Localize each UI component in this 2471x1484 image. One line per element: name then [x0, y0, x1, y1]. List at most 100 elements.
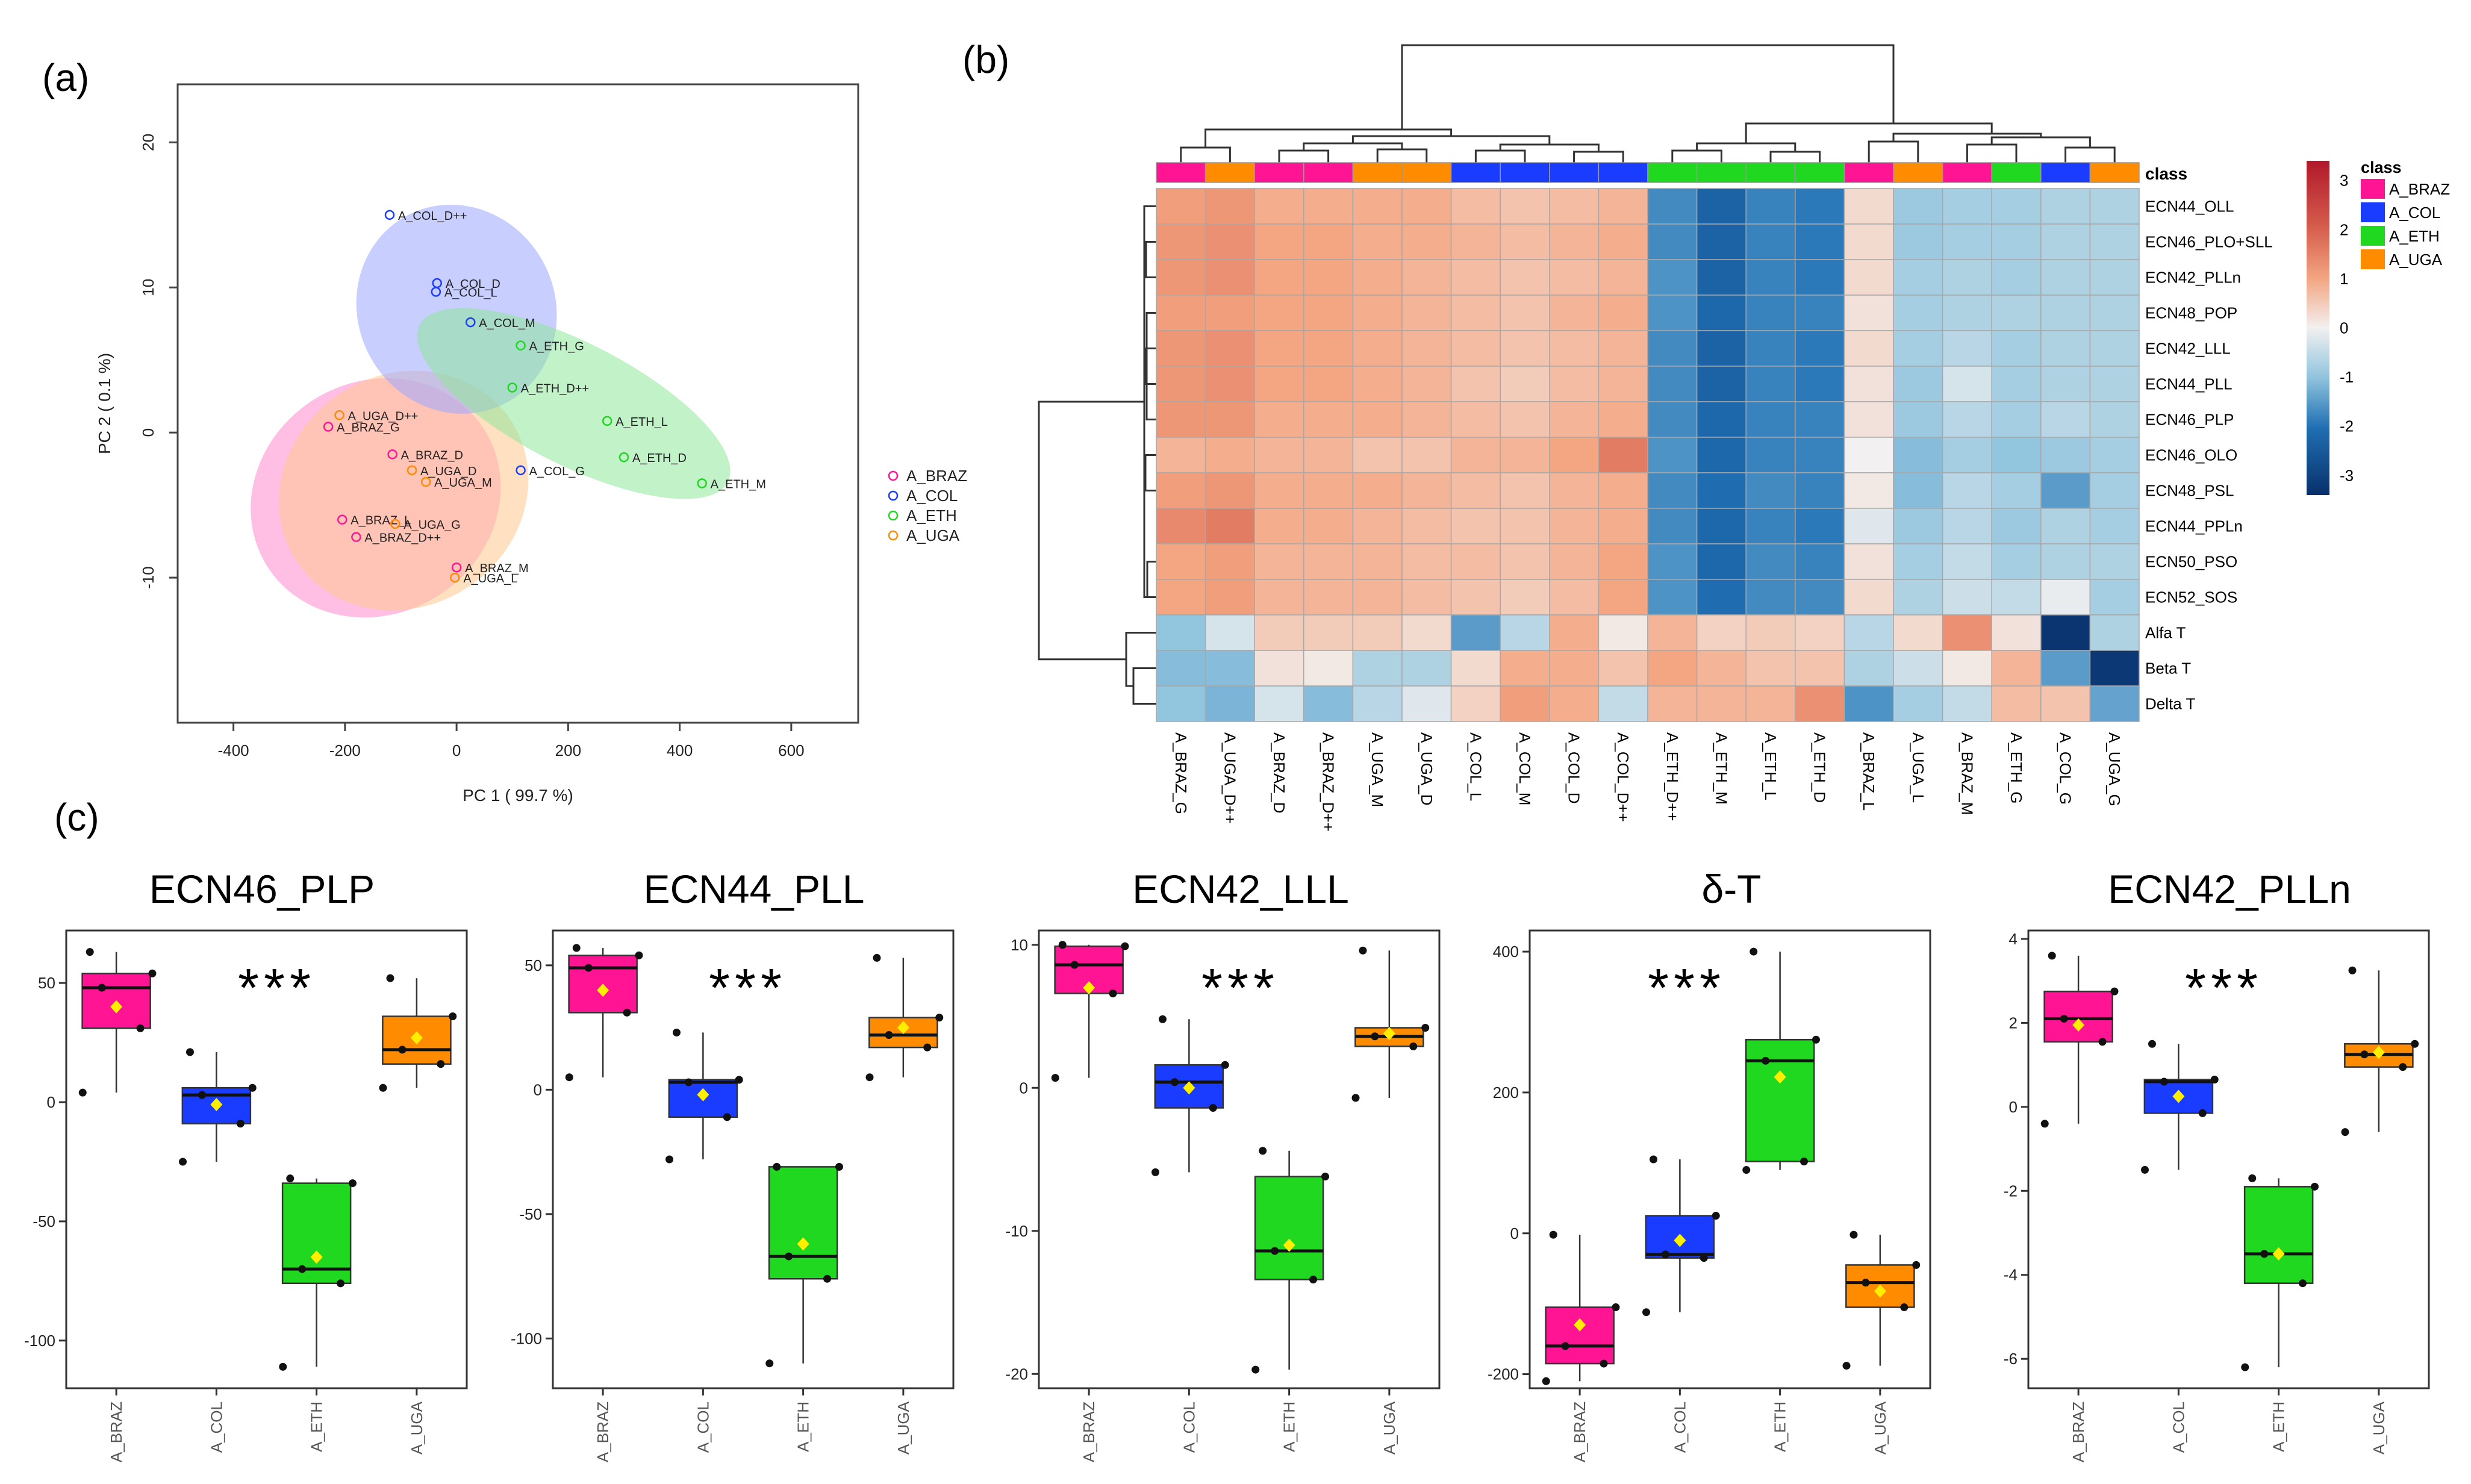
- heatmap-cell-alfa-t-a-eth-g: [1991, 614, 2042, 651]
- heatmap-cell-ecn44-ppln-a-eth-l: [1745, 508, 1796, 544]
- data-point: [78, 1088, 87, 1097]
- data-point: [2348, 966, 2357, 974]
- heatmap-cell-ecn46-plo-sll-a-braz-d: [1303, 223, 1354, 260]
- mean-marker: [1283, 1238, 1295, 1252]
- y-tick-label: 200: [1493, 1083, 1519, 1102]
- heatmap-cell-ecn50-pso-a-eth-d: [1647, 543, 1698, 580]
- box-a-eth: [279, 1174, 357, 1371]
- heatmap-cell-ecn46-olo-a-eth-d: [1795, 437, 1845, 473]
- box-a-eth: [2241, 1174, 2319, 1371]
- panel-label-c: (c): [54, 796, 99, 839]
- heatmap-cell-beta-t-a-eth-m: [1696, 650, 1747, 687]
- boxplot-ecn42-lll: -20 -10 0 10 A_BRAZ A_COL A_ETH A_UGA: [1005, 929, 1441, 1462]
- data-point: [2048, 952, 2056, 960]
- heatmap-cell-ecn48-psl-a-eth-d: [1795, 472, 1845, 509]
- pca-points: A_COL_D++ A_COL_DA_COL_L A_COL_M A_COL_G A_E…: [323, 210, 766, 585]
- data-point: [236, 1120, 245, 1128]
- heatmap-cell-ecn46-olo-a-eth-l: [1745, 437, 1796, 473]
- heatmap-cell-ecn46-plo-sll-a-uga-g: [2089, 223, 2140, 260]
- heatmap-cell-ecn44-pll-a-uga-d: [1204, 366, 1255, 402]
- y-tick-label: 10: [1011, 936, 1028, 954]
- heatmap-cell-ecn46-plo-sll-a-uga-l: [1893, 223, 1943, 260]
- row-label-ecn44-ppln: ECN44_PPLn: [2145, 517, 2243, 535]
- column-label-a-uga-g: A_UGA_G: [2105, 732, 2124, 806]
- data-point: [185, 1048, 194, 1056]
- heatmap-cell-ecn46-olo-a-uga-g: [2089, 437, 2140, 473]
- heatmap-cell-alfa-t-a-col-m: [1500, 614, 1550, 651]
- heatmap-column-labels: A_BRAZ_G A_UGA_D++ A_BRAZ_D A_BRAZ_D++ A_UGA…: [1172, 732, 2124, 832]
- boxplot-t: -200 0 200 400 A_BRAZ A_COL A_ETH A_UGA: [1488, 929, 1931, 1462]
- panel-label-b: (b): [962, 38, 1010, 81]
- heatmap-cell-ecn52-sos-a-eth-d: [1795, 579, 1845, 616]
- heatmap-cell-delta-t-a-uga-l: [1893, 685, 1943, 722]
- heatmap-cell-delta-t-a-eth-m: [1696, 685, 1747, 722]
- x-tick-label-a-uga: A_UGA: [2370, 1401, 2388, 1454]
- box-a-braz: [565, 944, 643, 1082]
- x-tick-label: 600: [778, 741, 804, 759]
- data-point: [2310, 1182, 2319, 1191]
- pca-scatter-plot: A_COL_D++ A_COL_DA_COL_L A_COL_M A_COL_G A_E…: [95, 83, 967, 805]
- heatmap-cell-ecn44-pll-a-col-m: [1500, 366, 1550, 402]
- data-point: [665, 1155, 674, 1164]
- heatmap-dendrograms: [1038, 44, 2116, 705]
- heatmap-cell-ecn48-pop-a-col-l: [1450, 295, 1501, 331]
- data-point: [2148, 1040, 2156, 1048]
- heatmap-cell-delta-t-a-braz-l: [1843, 685, 1894, 722]
- heatmap-cell-ecn44-oll-a-col-l: [1450, 188, 1501, 225]
- heatmap-cell-ecn44-oll-a-col-d: [1598, 188, 1648, 225]
- y-tick-label: 0: [1020, 1079, 1028, 1097]
- data-point: [584, 964, 593, 972]
- heatmap-cell-ecn48-psl-a-col-l: [1450, 472, 1501, 509]
- heatmap-cell-ecn48-psl-a-uga-g: [2089, 472, 2140, 509]
- class-legend-label: A_UGA: [2389, 251, 2443, 269]
- heatmap-cell-beta-t-a-eth-d: [1647, 650, 1698, 687]
- point-label: A_BRAZ_G: [337, 422, 399, 435]
- heatmap-cell-ecn44-pll-a-eth-l: [1745, 366, 1796, 402]
- heatmap-cell-delta-t-a-col-d: [1598, 685, 1648, 722]
- boxplot-frame: [2027, 929, 2430, 1389]
- data-point: [2341, 1128, 2349, 1136]
- point-a-braz-g: A_BRAZ_G: [323, 422, 400, 435]
- heatmap-cell-delta-t-a-eth-l: [1745, 685, 1796, 722]
- heatmap-cell-ecn48-psl-a-uga-l: [1893, 472, 1943, 509]
- heatmap-cell-ecn46-olo-a-uga-d: [1401, 437, 1452, 473]
- mean-marker: [410, 1031, 423, 1045]
- heatmap-color-scale: 3 2 1 0 -1 -2 -3: [2307, 161, 2354, 495]
- data-point: [2411, 1040, 2419, 1048]
- x-tick-label-a-braz: A_BRAZ: [2069, 1401, 2087, 1462]
- data-point: [723, 1113, 731, 1121]
- heatmap-cell-ecn42-lll-a-col-m: [1500, 330, 1550, 367]
- pca-ellipses: [251, 204, 731, 618]
- heatmap-cell-ecn46-plo-sll-a-eth-d: [1795, 223, 1845, 260]
- class-bar-cell-a-eth-g: [1991, 162, 2042, 183]
- data-point: [2360, 1050, 2369, 1059]
- data-point: [437, 1060, 445, 1068]
- heatmap-cell-ecn44-pll-a-braz-g: [1156, 366, 1206, 402]
- data-point: [572, 944, 581, 952]
- box-a-col: [179, 1048, 257, 1166]
- color-scale-label: 2: [2340, 220, 2348, 238]
- heatmap-cell-ecn44-pll-a-col-d: [1549, 366, 1600, 402]
- heatmap-cell-ecn42-lll-a-eth-l: [1745, 330, 1796, 367]
- heatmap-cell-ecn42-plln-a-eth-m: [1696, 259, 1747, 296]
- heatmap-cell-ecn50-pso-a-braz-d: [1303, 543, 1354, 580]
- heatmap-cell-ecn46-olo-a-uga-l: [1893, 437, 1943, 473]
- heatmap-cell-ecn52-sos-a-uga-g: [2089, 579, 2140, 616]
- class-bar-cell-a-uga-g: [2089, 162, 2140, 183]
- heatmap-cell-delta-t-a-col-m: [1500, 685, 1550, 722]
- heatmap-cell-ecn48-psl-a-uga-d: [1204, 472, 1255, 509]
- class-legend-item-a-eth: A_ETH: [2361, 226, 2440, 246]
- boxplot-title-ecn42-lll: ECN42_LLL: [1132, 867, 1349, 911]
- heatmap-cell-ecn48-pop-a-braz-g: [1156, 295, 1206, 331]
- heatmap-cell-ecn52-sos-a-braz-l: [1843, 579, 1894, 616]
- box-a-col: [665, 1028, 743, 1164]
- x-tick-label-a-braz: A_BRAZ: [1080, 1401, 1098, 1462]
- color-scale-label: 3: [2340, 172, 2348, 190]
- point-label: A_COL_D: [446, 278, 500, 291]
- heatmap-cell-beta-t-a-col-d: [1549, 650, 1600, 687]
- data-point: [672, 1028, 681, 1037]
- heatmap-cell-ecn50-pso-a-uga-g: [2089, 543, 2140, 580]
- y-tick-label: 50: [38, 974, 55, 992]
- mean-marker: [1774, 1070, 1786, 1084]
- data-point: [198, 1091, 206, 1099]
